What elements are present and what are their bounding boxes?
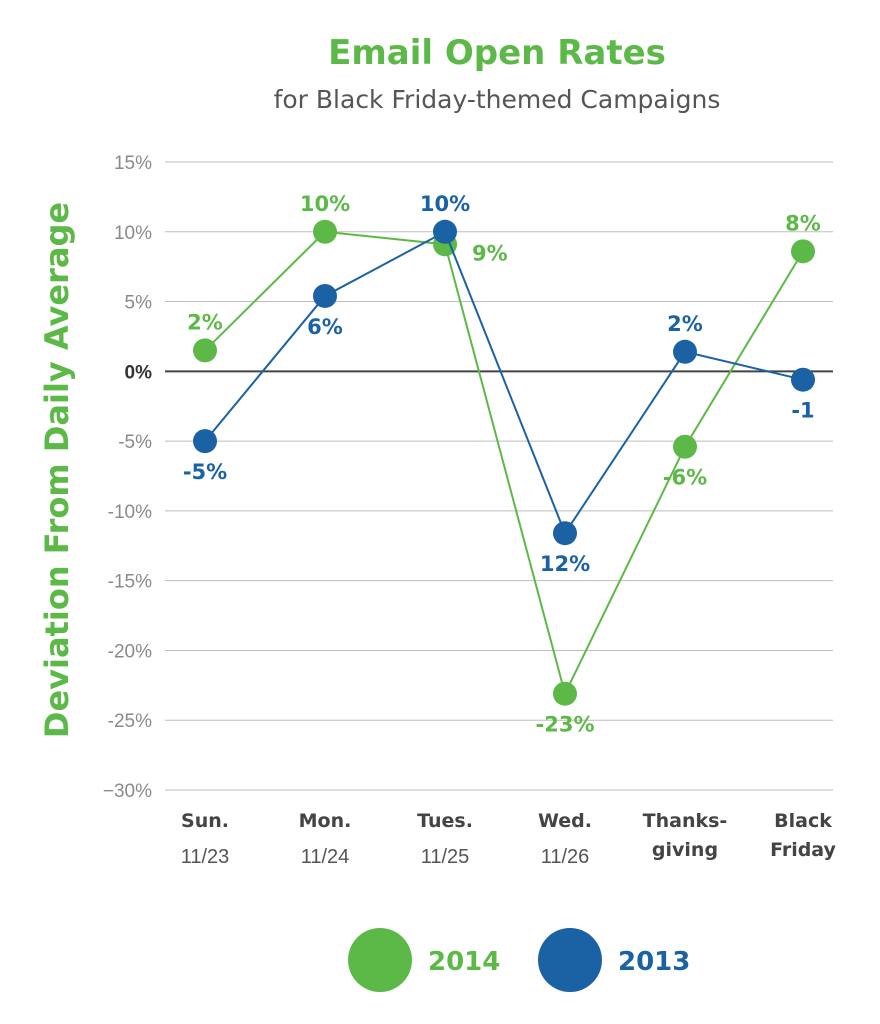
data-point-2013 — [673, 339, 697, 364]
data-label-2014: 10% — [300, 192, 350, 216]
y-tick-label: -25% — [108, 711, 152, 732]
series-line-2014 — [204, 230, 804, 697]
series-layer: 2% 10% 9% -23% -6% 8% -5% 6% 10% 12% 2% -1 — [183, 192, 821, 737]
data-point-2013 — [193, 429, 217, 454]
data-label-2013: 12% — [540, 552, 590, 576]
data-label-2014: -23% — [536, 713, 595, 737]
y-tick-labels: 15% 10% 5% 0% -5% -10% -15% -20% -25% −30% — [103, 153, 152, 802]
x-category-label: Wed. — [538, 810, 592, 832]
x-category-date: 11/25 — [421, 846, 470, 868]
y-axis-label: Deviation From Daily Average — [38, 202, 76, 738]
data-label-2013: 6% — [307, 315, 343, 339]
data-point-2014 — [193, 338, 217, 363]
data-label-2013: 2% — [667, 312, 703, 336]
x-category-label: Sun. — [181, 810, 229, 832]
y-tick-label: 5% — [125, 293, 153, 314]
chart-subtitle: for Black Friday-themed Campaigns — [274, 85, 721, 114]
legend-label-2014: 2014 — [428, 947, 500, 977]
data-point-2014 — [791, 239, 815, 264]
data-point-2013 — [553, 521, 577, 546]
x-category-date: 11/23 — [181, 846, 230, 868]
x-category-date: 11/26 — [541, 846, 590, 868]
x-category-label: Friday — [770, 839, 836, 861]
y-tick-label: -20% — [108, 641, 152, 662]
y-tick-label: -10% — [108, 502, 152, 523]
x-category-label: Tues. — [417, 810, 473, 832]
y-tick-label: −30% — [103, 781, 152, 802]
y-tick-label: -5% — [118, 432, 152, 453]
data-label-2014: 9% — [472, 241, 508, 265]
x-category-label: Mon. — [299, 810, 352, 832]
data-point-2013 — [313, 283, 337, 308]
data-label-2014: 8% — [785, 211, 821, 235]
data-point-2013 — [433, 219, 457, 244]
x-category-labels: Sun. 11/23 Mon. 11/24 Tues. 11/25 Wed. 11/26 Tha… — [181, 810, 837, 868]
data-label-2014: -6% — [663, 466, 707, 490]
legend-swatch-2014 — [348, 928, 412, 992]
legend-swatch-2013 — [538, 928, 602, 992]
data-point-2014 — [313, 219, 337, 244]
data-label-2013: -1 — [791, 399, 814, 423]
x-category-date: 11/24 — [301, 846, 350, 868]
data-label-2014: 2% — [187, 310, 223, 334]
x-category-label: Black — [774, 810, 832, 832]
chart-title: Email Open Rates — [328, 33, 666, 73]
y-tick-label: 15% — [114, 153, 152, 174]
gridlines — [165, 161, 833, 791]
data-label-2013: -5% — [183, 460, 227, 484]
legend: 2014 2013 — [348, 928, 690, 992]
y-tick-label: -15% — [108, 572, 152, 593]
data-point-2013 — [791, 367, 815, 392]
x-category-label: Thanks- — [643, 810, 728, 832]
data-point-2014 — [553, 681, 577, 706]
data-label-2013: 10% — [420, 192, 470, 216]
x-category-label: giving — [652, 839, 718, 861]
legend-label-2013: 2013 — [618, 947, 690, 977]
y-tick-label: 10% — [114, 223, 152, 244]
series-line-2013 — [204, 230, 804, 536]
data-point-2014 — [673, 434, 697, 459]
y-tick-label: 0% — [125, 362, 153, 383]
